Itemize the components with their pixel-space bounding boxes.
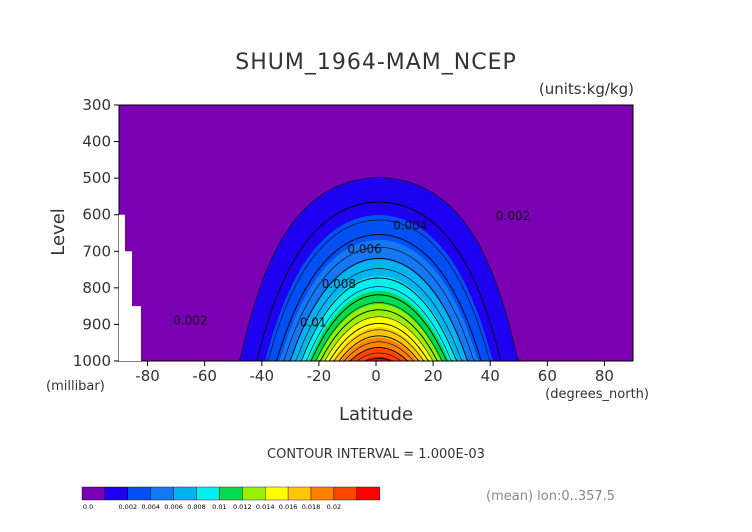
x-tick-label-6: 40 [481, 367, 500, 385]
colorbar-label-7: 0.014 [256, 503, 275, 511]
colorbar-swatch-0 [81, 486, 106, 501]
chart-title: SHUM_1964-MAM_NCEP [235, 50, 517, 75]
x-tick-label-0: -80 [135, 367, 160, 385]
contour-band-11 [119, 347, 633, 361]
y-axis-label: Level [48, 208, 69, 256]
y-tick-label-5: 800 [82, 279, 111, 297]
colorbar-label-6: 0.012 [233, 503, 252, 511]
colorbar-label-3: 0.006 [164, 503, 183, 511]
x-tick-label-7: 60 [538, 367, 557, 385]
missing-data-mask [119, 214, 141, 361]
y-tick-label-2: 500 [82, 169, 111, 187]
colorbar-label-5: 0.01 [212, 503, 226, 511]
contour-label-5: 0.01 [300, 315, 327, 329]
y-axis: 300 400 500 600 700 800 900 1000 [73, 96, 119, 370]
y-tick-label-1: 400 [82, 133, 111, 151]
colorbar-swatch-3 [150, 486, 174, 501]
x-tick-label-5: 20 [424, 367, 443, 385]
contour-labels: 0.002 0.002 0.004 0.006 0.008 0.01 [173, 209, 530, 329]
colorbar-swatch-10 [310, 486, 335, 501]
contour-label-4: 0.008 [322, 277, 356, 291]
colorbar: 0.0 0.002 0.004 0.006 0.008 0.01 0.012 0.014 0.0… [81, 486, 380, 511]
contour-label-0: 0.002 [496, 209, 530, 223]
y-tick-label-7: 1000 [73, 352, 111, 370]
contour-label-2: 0.004 [393, 218, 427, 232]
colorbar-swatch-1 [104, 486, 129, 501]
x-tick-label-4: 0 [371, 367, 381, 385]
colorbar-label-2: 0.004 [141, 503, 160, 511]
contour-label-1: 0.002 [173, 313, 207, 327]
x-axis-label: Latitude [339, 404, 413, 425]
colorbar-swatch-12 [356, 486, 380, 501]
contour-label-3: 0.006 [347, 242, 381, 256]
contour-interval-label: CONTOUR INTERVAL = 1.000E-03 [267, 447, 485, 462]
colorbar-swatch-7 [242, 486, 266, 501]
colorbar-swatch-8 [265, 486, 289, 501]
colorbar-swatch-2 [127, 486, 151, 501]
colorbar-swatch-5 [196, 486, 220, 501]
x-tick-label-8: 80 [595, 367, 614, 385]
colorbar-label-9: 0.018 [302, 503, 321, 511]
colorbar-label-4: 0.008 [187, 503, 206, 511]
colorbar-label-10: 0.02 [327, 503, 341, 511]
x-axis: -80 -60 -40 -20 0 20 40 60 80 [135, 361, 614, 385]
colorbar-swatch-6 [219, 486, 243, 501]
y-tick-label-0: 300 [82, 96, 111, 114]
missing-data-step-2 [119, 306, 141, 361]
colorbar-swatch-11 [333, 486, 357, 501]
colorbar-label-1: 0.002 [118, 503, 137, 511]
mean-label: (mean) lon:0..357.5 [486, 489, 615, 504]
x-units-label: (degrees_north) [545, 387, 649, 402]
x-tick-label-3: -20 [307, 367, 332, 385]
y-units-label: (millibar) [46, 379, 105, 394]
colorbar-swatch-4 [173, 486, 197, 501]
colorbar-label-8: 0.016 [279, 503, 298, 511]
x-tick-label-2: -40 [250, 367, 275, 385]
colorbar-swatch-9 [287, 486, 312, 501]
y-tick-label-4: 700 [82, 242, 111, 260]
x-tick-label-1: -60 [192, 367, 217, 385]
units-label: (units:kg/kg) [539, 80, 634, 98]
y-tick-label-6: 900 [82, 315, 111, 333]
colorbar-label-0: 0.0 [83, 503, 93, 511]
y-tick-label-3: 600 [82, 206, 111, 224]
